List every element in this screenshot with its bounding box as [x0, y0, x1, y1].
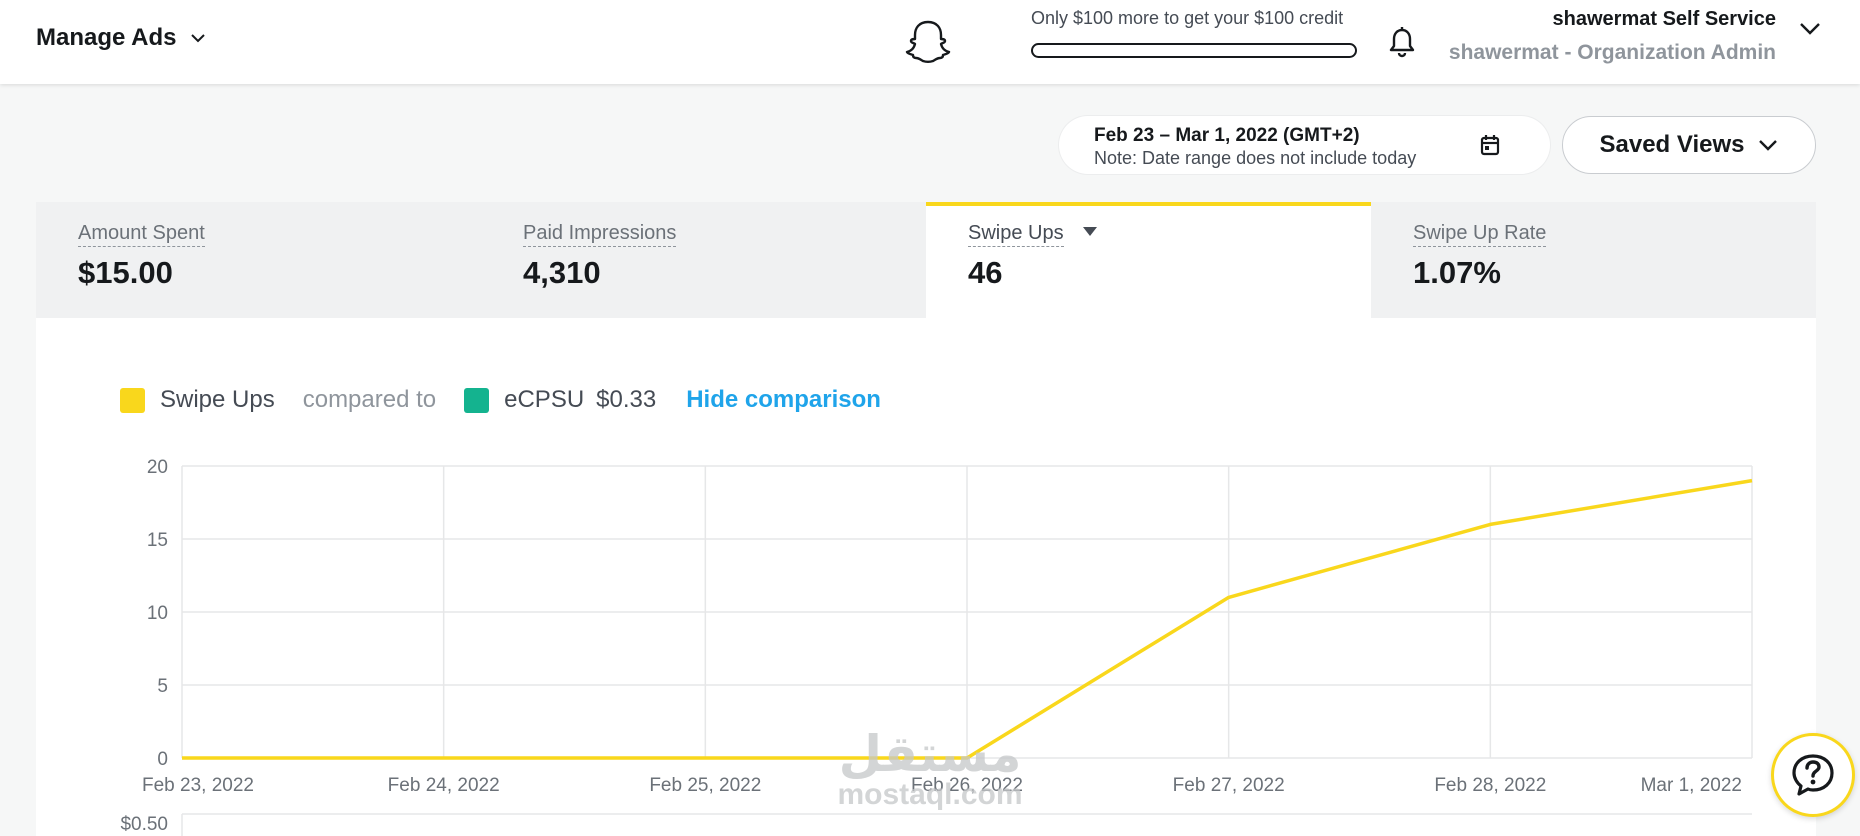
- metric-value: 1.07%: [1413, 255, 1501, 290]
- saved-views-label: Saved Views: [1599, 131, 1745, 158]
- swipe-ups-line-chart: 0 5 10 15 20 Feb 23, 2022 Feb 24, 2022 Feb 25, …: [120, 457, 1753, 836]
- help-chat-button[interactable]: [1771, 733, 1855, 817]
- x-tick-label: Feb 28, 2022: [1434, 775, 1546, 796]
- legend-secondary-label: eCPSU: [504, 386, 585, 413]
- legend-compared-to: compared to: [302, 386, 437, 413]
- x-tick-label: Feb 24, 2022: [388, 775, 500, 796]
- swipe-ups-swatch: [120, 387, 145, 413]
- metric-value: 4,310: [523, 255, 601, 290]
- chevron-down-icon: [191, 34, 206, 43]
- saved-views-button[interactable]: Saved Views: [1562, 116, 1816, 174]
- manage-ads-menu[interactable]: Manage Ads: [36, 24, 206, 52]
- metric-label: Amount Spent: [78, 222, 205, 247]
- tab-swipe-ups[interactable]: Swipe Ups 46: [926, 202, 1371, 318]
- tab-swipe-up-rate[interactable]: Swipe Up Rate 1.07%: [1371, 202, 1816, 318]
- account-chevron-down-icon[interactable]: [1798, 20, 1822, 36]
- credit-progress: Only $100 more to get your $100 credit: [1031, 8, 1357, 58]
- credit-progress-bar: [1031, 43, 1357, 58]
- y-tick-label: 5: [157, 676, 168, 697]
- account-info[interactable]: shawermat Self Service shawermat - Organ…: [1449, 8, 1776, 65]
- y-tick-label: 20: [147, 457, 168, 478]
- credit-text: Only $100 more to get your $100 credit: [1031, 8, 1344, 28]
- chart-legend: Swipe Ups compared to eCPSU $0.33 Hide c…: [120, 386, 881, 414]
- chevron-down-icon: [1759, 140, 1778, 151]
- metric-value: 46: [968, 255, 1003, 290]
- account-role: shawermat - Organization Admin: [1448, 41, 1776, 64]
- manage-ads-label: Manage Ads: [36, 24, 177, 51]
- x-tick-label: Feb 23, 2022: [142, 775, 254, 796]
- y-tick-label: 0: [157, 749, 168, 770]
- x-tick-label: Feb 27, 2022: [1173, 775, 1285, 796]
- top-bar: Manage Ads Only $100 more to get your $1…: [0, 0, 1860, 84]
- ecpsu-swatch: [464, 387, 490, 413]
- legend-secondary-value: $0.33: [596, 386, 657, 413]
- hide-comparison-link[interactable]: Hide comparison: [686, 386, 881, 413]
- x-tick-label: Feb 25, 2022: [649, 775, 761, 796]
- metric-value: $15.00: [78, 255, 173, 290]
- calendar-icon: [1480, 135, 1500, 156]
- date-range-note: Note: Date range does not include today: [1094, 148, 1417, 168]
- metric-label: Swipe Ups: [968, 222, 1064, 247]
- account-name: shawermat Self Service: [1552, 8, 1776, 30]
- bell-icon[interactable]: [1387, 26, 1417, 58]
- tab-amount-spent[interactable]: Amount Spent $15.00: [36, 202, 481, 318]
- secondary-y-tick-label: $0.50: [120, 814, 168, 835]
- y-tick-label: 10: [147, 603, 168, 624]
- caret-down-icon[interactable]: [1082, 226, 1098, 237]
- help-question-icon: [1792, 754, 1834, 796]
- x-tick-label: Feb 26, 2022: [911, 775, 1023, 796]
- date-range-text: Feb 23 – Mar 1, 2022 (GMT+2): [1094, 125, 1360, 146]
- metric-tabs: Amount Spent $15.00 Paid Impressions 4,3…: [36, 202, 1816, 318]
- metric-label: Swipe Up Rate: [1413, 222, 1547, 247]
- tab-paid-impressions[interactable]: Paid Impressions 4,310: [481, 202, 926, 318]
- snapchat-ghost-icon[interactable]: [905, 18, 951, 64]
- x-tick-label: Mar 1, 2022: [1641, 775, 1742, 796]
- y-tick-label: 15: [147, 530, 168, 551]
- date-range-picker[interactable]: Feb 23 – Mar 1, 2022 (GMT+2) Note: Date …: [1059, 116, 1550, 174]
- legend-primary-label: Swipe Ups: [160, 386, 275, 413]
- chart-panel: Swipe Ups compared to eCPSU $0.33 Hide c…: [36, 318, 1816, 836]
- metric-label: Paid Impressions: [523, 222, 677, 247]
